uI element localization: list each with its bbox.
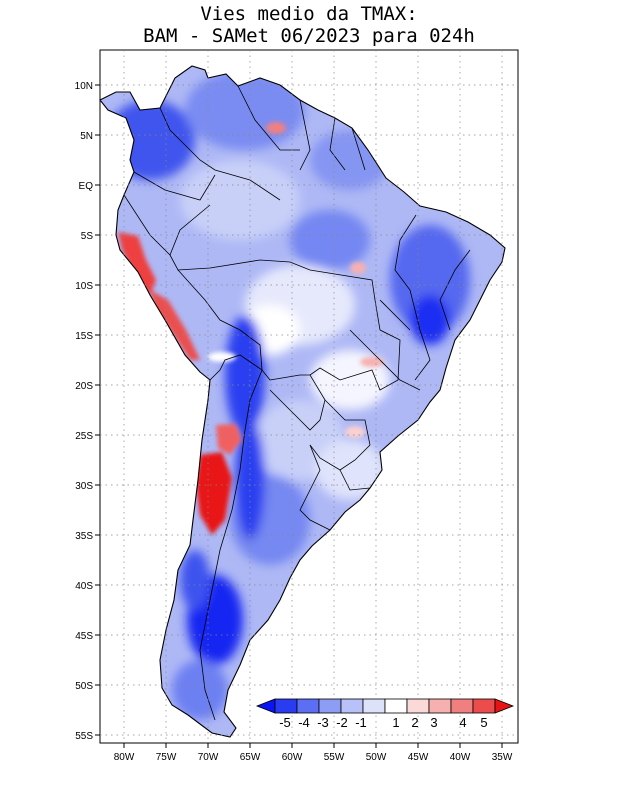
lon-label: 75W — [156, 752, 177, 763]
country-borders — [123, 85, 471, 721]
map-title-line-2: BAM - SAMet 06/2023 para 024h — [143, 25, 475, 47]
lat-label: 55S — [75, 731, 93, 742]
colorbar-swatch — [406, 698, 430, 714]
lat-tick-labels: 10N 5N EQ 5S 10S 15S 20S 25S 30S 35S 40S… — [75, 81, 94, 742]
colorbar-swatch — [274, 698, 298, 714]
colorbar-label: -3 — [317, 715, 329, 730]
lat-label: 5S — [81, 231, 94, 242]
lat-label: 20S — [75, 381, 93, 392]
colorbar-label: -5 — [279, 715, 291, 730]
lat-label: 5N — [80, 131, 93, 142]
lon-label: 50W — [366, 752, 387, 763]
lat-label: 10N — [75, 81, 93, 92]
lon-label: 80W — [114, 752, 135, 763]
lat-label: 40S — [75, 581, 93, 592]
lon-label: 60W — [282, 752, 303, 763]
lon-label: 45W — [408, 752, 429, 763]
colorbar-swatch — [384, 698, 408, 714]
colorbar-swatch — [450, 698, 474, 714]
colorbar-swatch — [296, 698, 320, 714]
graticule — [100, 50, 518, 743]
colorbar-label: -4 — [298, 715, 310, 730]
lat-tick-marks — [95, 84, 100, 736]
colorbar-swatch — [340, 698, 364, 714]
lat-label: 10S — [75, 281, 93, 292]
colorbar-swatch — [428, 698, 452, 714]
colorbar-label: 2 — [411, 715, 418, 730]
lat-label: EQ — [79, 181, 94, 192]
lat-label: 50S — [75, 681, 93, 692]
lon-tick-labels: 80W 75W 70W 65W 60W 55W 50W 45W 40W 35W — [114, 752, 513, 763]
colorbar-swatch — [494, 698, 515, 714]
colorbar-swatch — [362, 698, 386, 714]
lon-label: 55W — [324, 752, 345, 763]
lat-label: 45S — [75, 631, 93, 642]
colorbar-swatch — [472, 698, 496, 714]
lat-label: 35S — [75, 531, 93, 542]
colorbar-swatch — [318, 698, 342, 714]
lat-label: 25S — [75, 431, 93, 442]
colorbar-label: 1 — [392, 715, 399, 730]
colorbar-label: -1 — [355, 715, 367, 730]
colorbar-label: 4 — [459, 715, 466, 730]
colorbar-label: 5 — [480, 715, 487, 730]
map-title-line-1: Vies medio da TMAX: — [200, 3, 418, 25]
colorbar — [255, 698, 515, 714]
lon-label: 35W — [492, 752, 513, 763]
colorbar-label: 3 — [430, 715, 437, 730]
colorbar-labels: -5 -4 -3 -2 -1 1 2 3 4 5 — [279, 715, 487, 730]
lon-tick-marks — [123, 743, 503, 748]
lon-label: 65W — [240, 752, 261, 763]
lon-label: 40W — [450, 752, 471, 763]
lat-label: 15S — [75, 331, 93, 342]
coastline — [99, 65, 506, 738]
lon-label: 70W — [198, 752, 219, 763]
colorbar-label: -2 — [336, 715, 348, 730]
lat-label: 30S — [75, 481, 93, 492]
